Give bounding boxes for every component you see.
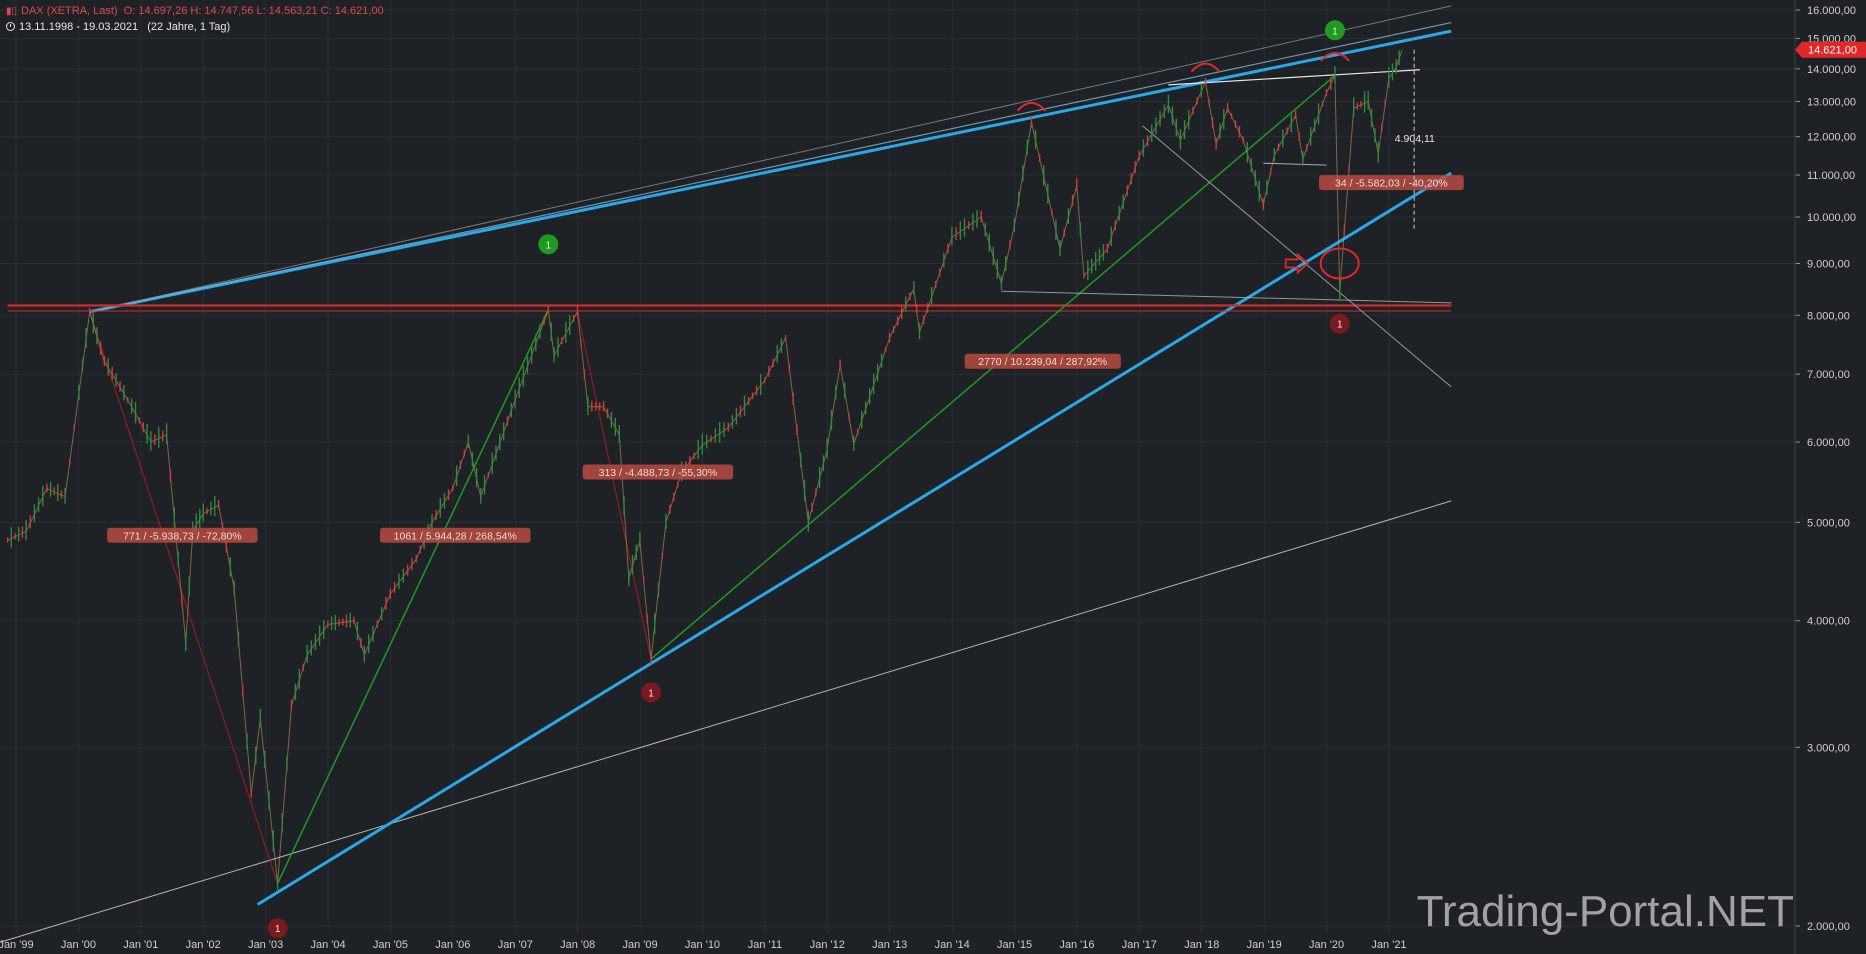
marker-label: 1 — [545, 240, 551, 251]
x-tick-label: Jan '11 — [748, 939, 782, 951]
marker-label: 1 — [1332, 26, 1338, 37]
annotation-label: 4.904,11 — [1395, 133, 1435, 145]
annotation-box — [380, 527, 531, 543]
x-tick-label: Jan '20 — [1309, 939, 1344, 951]
top-arc-2018 — [1190, 62, 1221, 73]
chart-header-range: 13.11.1998 - 19.03.2021 (22 Jahre, 1 Tag… — [6, 21, 230, 33]
x-tick-label: Jan '16 — [1059, 939, 1094, 951]
low-marker — [267, 918, 288, 939]
trend-lines — [0, 5, 1453, 943]
outer-support-line — [0, 500, 1452, 943]
y-tick-label: 7.000,00 — [1807, 369, 1850, 381]
x-tick-label: Jan '14 — [935, 939, 970, 951]
last-price-label: 14.621,00 — [1808, 45, 1857, 57]
instrument-name: DAX (XETRA, Last) — [21, 5, 118, 17]
x-tick-label: Jan '17 — [1122, 939, 1157, 951]
watermark-text: Trading-Portal.NET — [1417, 887, 1794, 936]
x-tick-label: Jan '18 — [1184, 939, 1219, 951]
annotation-box — [582, 464, 734, 480]
upper-channel-line — [89, 29, 1452, 314]
y-tick-label: 8.000,00 — [1807, 310, 1850, 322]
annotation-box — [1318, 175, 1464, 191]
range-top-line — [1168, 69, 1420, 86]
top-arc-2020 — [1320, 51, 1350, 62]
marker-label: 1 — [648, 688, 654, 699]
base-line — [1001, 290, 1452, 304]
annotation-label: 1061 / 5.944,28 / 268,54% — [394, 530, 517, 542]
y-tick-label: 11.000,00 — [1807, 170, 1855, 182]
x-tick-label: Jan '08 — [560, 939, 595, 951]
annotation-label: 771 / -5.938,73 / -72,80% — [123, 530, 242, 542]
y-tick-label: 5.000,00 — [1807, 517, 1850, 529]
annotation-box — [107, 527, 258, 543]
y-tick-label: 3.000,00 — [1807, 742, 1850, 754]
arrow-right-icon — [1284, 252, 1310, 275]
clock-icon — [6, 22, 15, 31]
price-candles — [6, 49, 1403, 890]
chart-header-ohlc: ▮▯ DAX (XETRA, Last) O: 14.697,26 H: 14.7… — [6, 5, 384, 17]
x-tick-label: Jan '21 — [1371, 939, 1406, 951]
x-tick-label: Jan '13 — [872, 939, 907, 951]
y-tick-label: 6.000,00 — [1807, 437, 1850, 449]
marker-label: 1 — [275, 924, 281, 935]
x-tick-label: Jan '12 — [810, 939, 845, 951]
high-marker — [538, 234, 559, 255]
grid-lines — [0, 0, 1795, 934]
upper-channel-line-thin — [89, 21, 1452, 313]
marker-label: 1 — [1337, 320, 1343, 331]
y-tick-label: 12.000,00 — [1807, 132, 1856, 144]
x-tick-label: Jan '02 — [186, 939, 221, 951]
range-bottom-line — [1263, 162, 1327, 166]
x-tick-label: Jan '09 — [623, 939, 658, 951]
x-tick-label: Jan '00 — [61, 939, 96, 951]
annotation-label: 34 / -5.582,03 / -40,20% — [1335, 178, 1448, 190]
y-tick-label: 10.000,00 — [1807, 212, 1856, 224]
downtrend-line-2 — [576, 311, 652, 660]
chart-overlay: 771 / -5.938,73 / -72,80% 1061 / 5.944,28… — [107, 20, 1464, 939]
x-tick-label: Jan '15 — [997, 939, 1032, 951]
x-tick-label: Jan '06 — [435, 939, 470, 951]
high-marker — [1324, 20, 1345, 41]
range-span: (22 Jahre, 1 Tag) — [147, 21, 231, 33]
upper-fan-line — [89, 5, 1452, 313]
downtrend-line-1 — [89, 311, 279, 884]
lower-channel-line — [256, 171, 1453, 906]
x-tick-label: Jan '03 — [248, 939, 283, 951]
low-marker — [641, 682, 662, 703]
x-tick-label: Jan '05 — [373, 939, 408, 951]
y-tick-label: 9.000,00 — [1807, 258, 1850, 270]
last-price-tag — [1795, 41, 1866, 58]
annotation-label: 313 / -4.488,73 / -55,30% — [599, 467, 718, 479]
y-tick-label: 2.000,00 — [1807, 921, 1850, 933]
annotation-label: 2770 / 10.239,04 / 287,92% — [978, 356, 1107, 368]
y-tick-label: 16.000,00 — [1807, 5, 1856, 17]
x-tick-label: Jan '99 — [0, 939, 34, 951]
low-marker — [1329, 313, 1350, 334]
date-range: 13.11.1998 - 19.03.2021 — [19, 21, 139, 33]
x-tick-label: Jan '07 — [498, 939, 533, 951]
x-tick-label: Jan '10 — [685, 939, 720, 951]
x-tick-label: Jan '04 — [310, 939, 345, 951]
ohlc-values: O: 14.697,26 H: 14.747,56 L: 14.563,21 C… — [123, 5, 384, 17]
y-tick-label: 4.000,00 — [1807, 616, 1850, 628]
top-arc-2015 — [1016, 101, 1047, 112]
crash-circle — [1319, 247, 1360, 280]
x-tick-label: Jan '01 — [123, 939, 158, 951]
candlestick-icon: ▮▯ — [6, 6, 18, 17]
uptrend-line-1 — [276, 309, 549, 884]
y-tick-label: 14.000,00 — [1807, 64, 1856, 76]
annotation-box — [964, 353, 1121, 369]
x-tick-label: Jan '19 — [1247, 939, 1282, 951]
y-tick-label: 13.000,00 — [1807, 96, 1856, 108]
